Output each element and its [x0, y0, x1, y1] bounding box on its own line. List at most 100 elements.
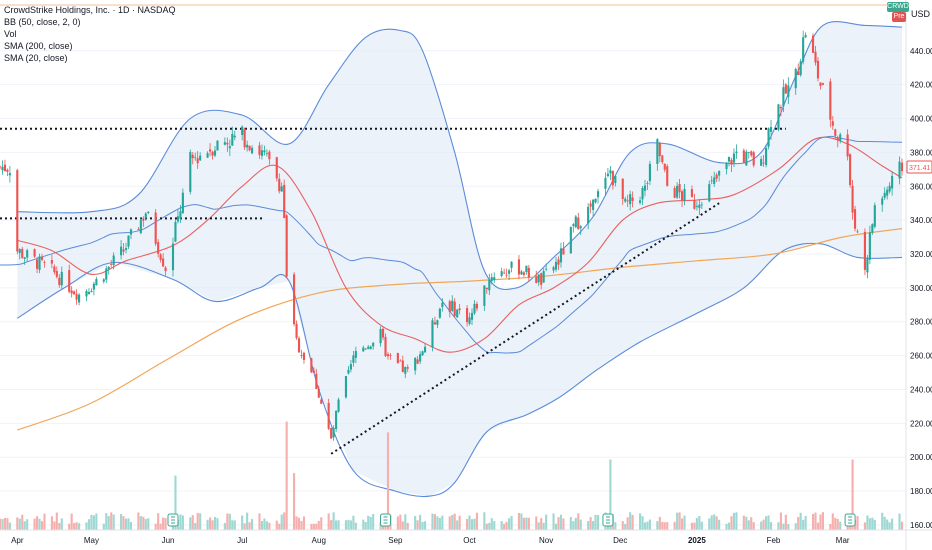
candle-body [36, 259, 39, 269]
candle-body [137, 229, 140, 231]
indicator-volume[interactable]: Vol [4, 29, 17, 39]
candlesticks [0, 30, 904, 441]
volume-bar [559, 514, 563, 530]
candle-body [537, 274, 540, 283]
volume-bar [819, 514, 822, 530]
price-tick-label: 280.00 [910, 318, 932, 327]
candle-body [171, 243, 175, 271]
volume-bar [658, 516, 661, 530]
earnings-marker[interactable] [844, 513, 856, 527]
indicator-sma200[interactable]: SMA (200, close) [4, 41, 73, 51]
volume-bar [777, 522, 780, 530]
candle-body [648, 163, 652, 182]
earnings-marker[interactable] [380, 513, 392, 527]
volume-bar [503, 523, 506, 530]
candle-body [211, 151, 214, 156]
volume-bar [881, 512, 884, 530]
candle-body [851, 185, 854, 213]
candle-body [663, 163, 666, 170]
earnings-marker[interactable] [167, 513, 179, 527]
candle-body [490, 277, 493, 281]
candle-body [95, 278, 98, 286]
candle-body [456, 309, 459, 318]
volume-bar [517, 513, 521, 530]
indicator-bb[interactable]: BB (50, close, 2, 0) [4, 17, 81, 27]
candle-body [364, 348, 367, 350]
volume-bar [545, 514, 548, 530]
candle-body [718, 170, 721, 176]
candle-body [404, 367, 407, 374]
candle-body [337, 399, 340, 412]
bb-fill [17, 21, 903, 497]
candle-body [579, 226, 582, 229]
time-tick-label: May [84, 536, 99, 545]
volume-bar [868, 518, 871, 530]
volume-bar [438, 517, 441, 530]
candle-body [750, 151, 753, 156]
volume-bar [695, 517, 698, 530]
candle-body [856, 231, 859, 233]
candle-body [708, 184, 711, 202]
candle-body [769, 126, 773, 132]
candle-body [658, 142, 661, 157]
candle-body [23, 257, 26, 259]
volume-bar [641, 516, 644, 530]
price-axis[interactable]: 160.00 180.00 200.00 220.00 240.00 260.00 280.… [905, 0, 932, 550]
last-price-label: 371.41 [909, 165, 931, 172]
volume-bar [352, 515, 355, 530]
time-axis[interactable]: Apr May Jun Jul Aug Sep Oct Nov Dec 2025 Feb Mar [0, 529, 932, 545]
candle-body [666, 166, 669, 186]
candle-body [831, 121, 834, 126]
symbol-title[interactable]: CrowdStrike Holdings, Inc. · 1D · NASDAQ [4, 5, 176, 15]
volume-bar [856, 515, 859, 530]
volume-bar [569, 517, 572, 530]
candle-body [275, 157, 278, 179]
candle-body [473, 303, 476, 314]
volume-bar [337, 520, 340, 530]
volume-bar [525, 517, 528, 530]
ticker-badge[interactable]: CRWD [887, 2, 909, 12]
candle-body [421, 351, 424, 356]
volume-bar [718, 519, 721, 530]
candle-body [302, 352, 306, 360]
volume-bar [834, 517, 837, 530]
volume-bar [631, 514, 634, 530]
premarket-badge[interactable]: Pre [892, 12, 906, 22]
candle-body [78, 294, 81, 303]
candle-body [278, 178, 281, 192]
candle-body [836, 137, 839, 141]
candle-body [458, 308, 461, 311]
volume-bar [433, 514, 437, 530]
volume-bar [663, 522, 666, 530]
candle-body [258, 145, 261, 155]
earnings-marker[interactable] [602, 513, 614, 527]
candle-body [485, 287, 488, 290]
last-price-tag[interactable] [906, 160, 932, 174]
volume-bar [302, 516, 306, 530]
volume-bar [404, 514, 407, 530]
candle-body [784, 84, 787, 94]
candle-body [53, 266, 56, 273]
volume-bar [666, 522, 669, 530]
volume-bar [102, 523, 105, 530]
indicator-sma20[interactable]: SMA (20, close) [4, 53, 68, 63]
candle-body [233, 135, 236, 138]
volume-bar [0, 518, 2, 530]
volume-bar [263, 518, 266, 530]
candle-body [690, 189, 694, 197]
candle-body [765, 147, 768, 165]
currency-label[interactable]: USD [911, 9, 931, 19]
volume-bar [159, 523, 162, 530]
candle-body [431, 320, 434, 348]
time-tick-label: Aug [312, 536, 326, 545]
drawings[interactable] [0, 127, 786, 455]
trend-line[interactable] [330, 202, 720, 455]
candle-body [433, 322, 437, 325]
candle-body [127, 235, 130, 247]
candle-body [596, 191, 600, 198]
earnings-markers[interactable] [167, 513, 856, 527]
volume-bar [107, 516, 110, 530]
candle-body [695, 205, 698, 207]
bb-basis-line [0, 135, 903, 354]
